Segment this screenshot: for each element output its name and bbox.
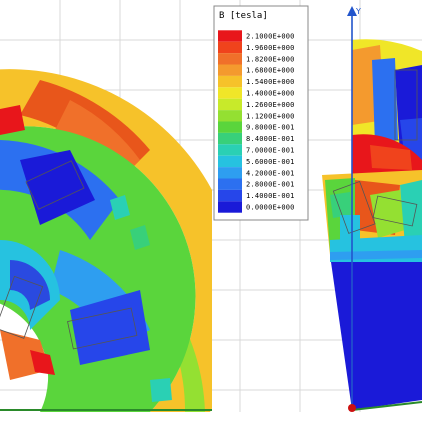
legend-swatch (218, 189, 242, 202)
legend-label: 8.4000E-001 (246, 135, 295, 143)
origin-marker (348, 404, 356, 412)
legend-label: 1.4000E-001 (246, 192, 295, 200)
legend-label: 9.8000E-001 (246, 124, 295, 132)
right-motor-field-plot (322, 39, 422, 411)
legend-label: 1.6800E+000 (246, 67, 295, 75)
legend-label: 1.9600E+000 (246, 44, 295, 52)
legend-swatch (218, 30, 242, 42)
legend-label: 1.8200E+000 (246, 55, 295, 63)
legend-swatch (218, 132, 242, 145)
legend-swatch (218, 178, 242, 190)
legend-label: 1.4000E+000 (246, 90, 295, 98)
legend-swatch (218, 167, 242, 179)
legend-label: 2.8000E-001 (246, 181, 295, 189)
y-axis-label: Y (355, 7, 361, 16)
legend-swatch (218, 155, 242, 168)
legend-swatch (218, 87, 242, 99)
legend-swatch (218, 53, 242, 65)
legend-label: 5.6000E-001 (246, 158, 295, 166)
legend-label: 1.2600E+000 (246, 101, 295, 109)
right-rotor-core (330, 255, 422, 410)
legend-swatch (218, 64, 242, 76)
left-motor-field-plot (0, 69, 212, 412)
legend-label: 0.0000E+000 (246, 204, 295, 212)
legend-swatch (218, 110, 242, 122)
legend-label: 7.0000E-001 (246, 147, 295, 155)
legend-label: 1.5400E+000 (246, 78, 295, 86)
left-stator-yoke (0, 69, 212, 412)
legend-swatch (218, 75, 242, 88)
legend: B [tesla] 2.1000E+000 1.9600E+000 1.8200E+… (213, 5, 309, 221)
legend-swatch (218, 98, 242, 111)
legend-swatch (218, 121, 242, 133)
legend-swatch (218, 201, 242, 213)
legend-label: 4.2000E-001 (246, 169, 295, 177)
y-axis: Y (347, 6, 361, 410)
legend-title: B [tesla] (219, 11, 268, 21)
legend-swatch (218, 144, 242, 156)
legend-swatch (218, 41, 242, 54)
legend-label: 2.1000E+000 (246, 33, 295, 41)
legend-label: 1.1200E+000 (246, 112, 295, 120)
